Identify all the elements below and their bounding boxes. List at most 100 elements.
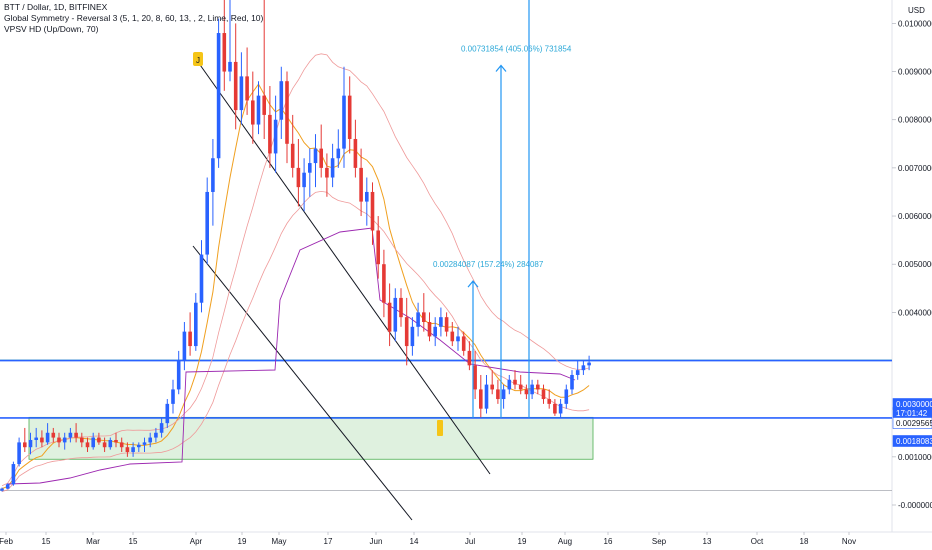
candle-body[interactable] [290, 143, 295, 168]
candle-body[interactable] [461, 336, 466, 351]
candle-body[interactable] [473, 365, 477, 390]
candle-body[interactable] [188, 331, 192, 347]
candle-body[interactable] [216, 33, 221, 159]
candle-body[interactable] [587, 362, 591, 366]
candle-body[interactable] [182, 331, 187, 361]
candle-body[interactable] [23, 442, 27, 448]
candle-body[interactable] [330, 158, 335, 178]
candle-body[interactable] [547, 399, 551, 404]
candle-body[interactable] [0, 488, 4, 491]
candle-body[interactable] [74, 432, 78, 438]
candle-body[interactable] [245, 76, 249, 101]
candle-body[interactable] [484, 384, 489, 409]
candle-body[interactable] [382, 264, 386, 303]
candle-body[interactable] [268, 114, 272, 154]
candle-body[interactable] [194, 302, 198, 347]
candle-body[interactable] [530, 384, 534, 395]
legend-symbol-title[interactable]: BTT / Dollar, 1D, BITFINEX [4, 2, 108, 12]
candle-body[interactable] [416, 312, 420, 327]
candle-body[interactable] [353, 138, 358, 168]
candle-body[interactable] [5, 484, 10, 489]
candle-body[interactable] [553, 403, 557, 414]
candle-body[interactable] [62, 437, 67, 443]
candle-body[interactable] [501, 389, 506, 400]
candle-body[interactable] [365, 191, 369, 202]
candle-body[interactable] [273, 119, 278, 154]
candle-body[interactable] [28, 439, 33, 448]
candle-body[interactable] [57, 437, 61, 443]
candle-body[interactable] [404, 317, 409, 347]
candle-body[interactable] [507, 379, 512, 390]
candle-body[interactable] [427, 321, 432, 337]
candle-body[interactable] [496, 389, 500, 400]
candle-body[interactable] [302, 172, 306, 188]
candle-body[interactable] [131, 447, 135, 453]
candle-body[interactable] [211, 158, 215, 192]
support-zone[interactable] [28, 416, 594, 460]
candle-body[interactable] [228, 61, 232, 72]
candle-body[interactable] [467, 350, 472, 366]
candle-body[interactable] [570, 374, 574, 390]
candle-body[interactable] [279, 81, 284, 120]
candle-body[interactable] [410, 326, 415, 347]
candle-body[interactable] [137, 444, 141, 448]
candle-body[interactable] [102, 442, 107, 448]
candle-body[interactable] [97, 437, 101, 443]
candle-body[interactable] [251, 100, 255, 125]
candle-body[interactable] [233, 61, 238, 111]
candle-body[interactable] [393, 297, 398, 332]
legend-indicator-vpsv[interactable]: VPSV HD (Up/Down, 70) [4, 24, 99, 34]
candle-body[interactable] [536, 384, 540, 390]
candle-body[interactable] [165, 403, 170, 424]
candle-body[interactable] [325, 167, 329, 178]
candle-body[interactable] [34, 437, 38, 440]
candle-body[interactable] [513, 379, 517, 385]
candle-body[interactable] [159, 423, 164, 433]
candle-body[interactable] [285, 81, 289, 144]
candle-body[interactable] [524, 389, 529, 395]
candle-body[interactable] [450, 331, 455, 342]
candle-body[interactable] [51, 432, 56, 438]
candle-body[interactable] [296, 167, 301, 188]
candle-body[interactable] [114, 439, 118, 443]
candle-body[interactable] [376, 230, 380, 265]
candle-body[interactable] [313, 148, 318, 164]
candle-body[interactable] [387, 302, 392, 332]
candle-body[interactable] [11, 464, 16, 485]
legend-indicator-global-symmetry[interactable]: Global Symmetry - Reversal 3 (5, 1, 20, … [4, 13, 264, 23]
candle-body[interactable] [239, 76, 244, 111]
candle-body[interactable] [359, 167, 363, 202]
candle-body[interactable] [176, 360, 181, 390]
candle-body[interactable] [558, 403, 563, 414]
candle-body[interactable] [199, 254, 204, 303]
candle-body[interactable] [45, 432, 50, 443]
candle-body[interactable] [205, 191, 209, 255]
candle-body[interactable] [433, 326, 437, 337]
candle-body[interactable] [444, 317, 449, 332]
candle-body[interactable] [575, 370, 580, 375]
candle-body[interactable] [319, 148, 323, 168]
candle-body[interactable] [85, 442, 90, 448]
candle-body[interactable] [171, 389, 175, 404]
marker-j-badge[interactable] [193, 52, 203, 66]
candle-body[interactable] [336, 148, 341, 159]
candle-body[interactable] [518, 384, 523, 390]
candle-body[interactable] [68, 432, 73, 438]
candle-body[interactable] [222, 33, 227, 72]
candle-body[interactable] [40, 437, 44, 443]
candle-body[interactable] [490, 384, 494, 390]
candle-body[interactable] [80, 437, 84, 443]
candle-body[interactable] [262, 95, 266, 115]
candle-body[interactable] [399, 297, 403, 318]
candle-body[interactable] [108, 439, 113, 448]
candle-body[interactable] [148, 437, 152, 443]
candle-body[interactable] [308, 163, 312, 173]
candle-body[interactable] [581, 365, 586, 371]
candle-body[interactable] [564, 389, 569, 404]
candle-body[interactable] [119, 442, 124, 448]
candle-body[interactable] [125, 447, 130, 453]
candle-body[interactable] [142, 442, 147, 445]
candle-body[interactable] [479, 389, 483, 409]
candle-body[interactable] [91, 437, 95, 448]
